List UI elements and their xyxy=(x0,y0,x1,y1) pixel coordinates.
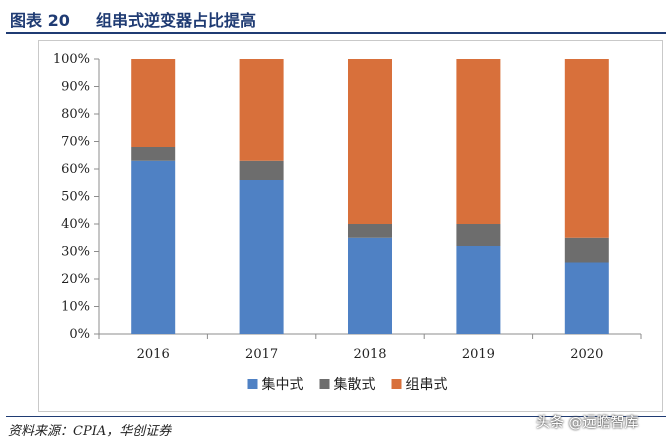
bar-segment-2020-2 xyxy=(564,237,609,263)
y-tick-label: 70% xyxy=(61,135,90,150)
bar-segment-2018-3 xyxy=(348,59,392,224)
figure-number: 图表 20 xyxy=(10,11,70,30)
legend-label-3: 组串式 xyxy=(406,377,448,393)
footer-divider xyxy=(6,416,666,417)
x-tick-label: 2020 xyxy=(570,347,603,362)
legend-swatch-1 xyxy=(247,379,258,389)
legend-swatch-2 xyxy=(319,379,330,389)
bar-segment-2018-2 xyxy=(348,224,392,238)
bar-segment-2016-1 xyxy=(131,160,176,334)
y-tick-label: 60% xyxy=(61,162,90,177)
source-note: 资料来源：CPIA，华创证券 xyxy=(8,424,172,439)
y-tick-label: 20% xyxy=(61,272,90,287)
chart-title: 组串式逆变器占比提高 xyxy=(96,11,257,30)
chart-frame: 0% 10% 20% 30% 40% 50% 60% 70% 80% 90% 100% 2016 201… xyxy=(38,40,663,412)
bar-segment-2020-1 xyxy=(564,262,609,334)
figure-header: 图表 20 组串式逆变器占比提高 xyxy=(6,4,666,34)
bar-segment-2019-3 xyxy=(456,59,501,224)
watermark-text: 头条 @远瞻智库 xyxy=(536,415,639,431)
x-tick-label: 2019 xyxy=(462,347,495,362)
y-tick-label: 0% xyxy=(69,327,90,342)
y-tick-label: 100% xyxy=(53,52,90,67)
bar-segment-2016-2 xyxy=(131,147,176,161)
bar-segment-2016-3 xyxy=(131,59,176,147)
legend-label-2: 集散式 xyxy=(334,376,376,393)
bar-segment-2017-3 xyxy=(239,59,284,161)
y-tick-label: 30% xyxy=(61,245,90,260)
x-tick-label: 2016 xyxy=(137,347,170,362)
y-tick-label: 40% xyxy=(61,217,90,232)
bar-segment-2019-1 xyxy=(456,246,501,334)
x-tick-label: 2017 xyxy=(245,347,278,362)
legend-label-1: 集中式 xyxy=(262,376,304,393)
bar-segment-2020-3 xyxy=(564,59,609,238)
bar-segment-2017-2 xyxy=(239,160,284,180)
y-tick-label: 90% xyxy=(61,80,90,95)
bar-segment-2018-1 xyxy=(348,237,392,334)
y-tick-label: 50% xyxy=(61,190,90,205)
stacked-bar-chart: 0% 10% 20% 30% 40% 50% 60% 70% 80% 90% 100% 2016 201… xyxy=(53,52,642,393)
bar-segment-2017-1 xyxy=(239,180,284,334)
y-tick-label: 80% xyxy=(61,107,90,122)
bar-segment-2019-2 xyxy=(456,224,501,246)
y-tick-label: 10% xyxy=(61,300,90,315)
x-tick-label: 2018 xyxy=(353,347,386,362)
legend-swatch-3 xyxy=(391,379,402,389)
